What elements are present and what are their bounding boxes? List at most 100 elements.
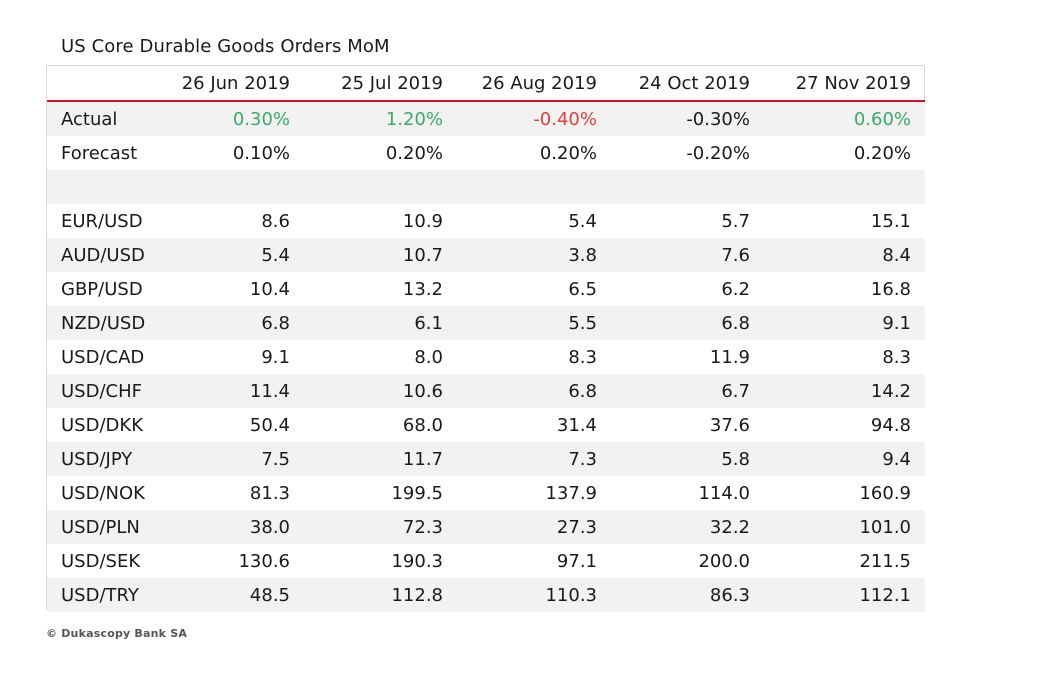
column-header: 26 Aug 2019 xyxy=(457,66,611,102)
row-label: USD/DKK xyxy=(47,408,151,442)
table-row: USD/TRY 48.5 112.8 110.3 86.3 112.1 xyxy=(47,578,925,612)
table-cell: 0.20% xyxy=(457,136,611,170)
table-cell: 11.4 xyxy=(151,374,304,408)
table-cell: 13.2 xyxy=(304,272,457,306)
table-cell: 97.1 xyxy=(457,544,611,578)
table-cell: 5.5 xyxy=(457,306,611,340)
table-cell: -0.30% xyxy=(611,101,764,136)
table-row: USD/CAD 9.1 8.0 8.3 11.9 8.3 xyxy=(47,340,925,374)
table-row: NZD/USD 6.8 6.1 5.5 6.8 9.1 xyxy=(47,306,925,340)
table-cell: 160.9 xyxy=(764,476,925,510)
table-cell: 32.2 xyxy=(611,510,764,544)
data-table-container: 26 Jun 2019 25 Jul 2019 26 Aug 2019 24 O… xyxy=(46,65,925,612)
table-cell: 94.8 xyxy=(764,408,925,442)
table-row: USD/JPY 7.5 11.7 7.3 5.8 9.4 xyxy=(47,442,925,476)
table-cell: 50.4 xyxy=(151,408,304,442)
copyright-footer: © Dukascopy Bank SA xyxy=(46,627,188,640)
table-body: Actual 0.30% 1.20% -0.40% -0.30% 0.60% Forecas… xyxy=(47,101,925,612)
row-label: GBP/USD xyxy=(47,272,151,306)
row-label: Forecast xyxy=(47,136,151,170)
table-cell: 14.2 xyxy=(764,374,925,408)
table-cell: 81.3 xyxy=(151,476,304,510)
column-header: 24 Oct 2019 xyxy=(611,66,764,102)
table-row: GBP/USD 10.4 13.2 6.5 6.2 16.8 xyxy=(47,272,925,306)
row-label: USD/SEK xyxy=(47,544,151,578)
table-cell: 10.7 xyxy=(304,238,457,272)
table-cell: 114.0 xyxy=(611,476,764,510)
table-cell: 38.0 xyxy=(151,510,304,544)
table-cell: 10.9 xyxy=(304,204,457,238)
table-row: USD/SEK 130.6 190.3 97.1 200.0 211.5 xyxy=(47,544,925,578)
table-cell: 101.0 xyxy=(764,510,925,544)
table-cell xyxy=(611,170,764,204)
table-cell: 6.8 xyxy=(457,374,611,408)
header-corner xyxy=(47,66,151,102)
table-row: AUD/USD 5.4 10.7 3.8 7.6 8.4 xyxy=(47,238,925,272)
table-cell: 10.4 xyxy=(151,272,304,306)
table-cell: 0.20% xyxy=(304,136,457,170)
row-label: USD/JPY xyxy=(47,442,151,476)
row-label: EUR/USD xyxy=(47,204,151,238)
table-cell: 6.8 xyxy=(611,306,764,340)
table-cell xyxy=(151,170,304,204)
row-label: AUD/USD xyxy=(47,238,151,272)
row-label: USD/CHF xyxy=(47,374,151,408)
table-cell: 211.5 xyxy=(764,544,925,578)
table-cell: 200.0 xyxy=(611,544,764,578)
table-cell: 86.3 xyxy=(611,578,764,612)
table-cell: 6.1 xyxy=(304,306,457,340)
table-cell: 8.4 xyxy=(764,238,925,272)
table-cell: 1.20% xyxy=(304,101,457,136)
table-cell: 9.1 xyxy=(764,306,925,340)
table-cell: 7.3 xyxy=(457,442,611,476)
table-cell: 5.4 xyxy=(151,238,304,272)
table-cell: 31.4 xyxy=(457,408,611,442)
row-label: USD/NOK xyxy=(47,476,151,510)
table-cell: 9.1 xyxy=(151,340,304,374)
table-row: USD/DKK 50.4 68.0 31.4 37.6 94.8 xyxy=(47,408,925,442)
spacer-row xyxy=(47,170,925,204)
row-label: USD/CAD xyxy=(47,340,151,374)
table-cell: 5.4 xyxy=(457,204,611,238)
table-cell: 16.8 xyxy=(764,272,925,306)
table-cell: 8.3 xyxy=(764,340,925,374)
header-row: 26 Jun 2019 25 Jul 2019 26 Aug 2019 24 O… xyxy=(47,66,925,102)
table-row: Actual 0.30% 1.20% -0.40% -0.30% 0.60% xyxy=(47,101,925,136)
table-cell: 0.10% xyxy=(151,136,304,170)
table-cell: 0.30% xyxy=(151,101,304,136)
table-cell: 6.5 xyxy=(457,272,611,306)
row-label: USD/TRY xyxy=(47,578,151,612)
table-row: EUR/USD 8.6 10.9 5.4 5.7 15.1 xyxy=(47,204,925,238)
table-cell: 10.6 xyxy=(304,374,457,408)
table-cell: 37.6 xyxy=(611,408,764,442)
table-row: USD/PLN 38.0 72.3 27.3 32.2 101.0 xyxy=(47,510,925,544)
table-cell: 27.3 xyxy=(457,510,611,544)
column-header: 26 Jun 2019 xyxy=(151,66,304,102)
table-row: Forecast 0.10% 0.20% 0.20% -0.20% 0.20% xyxy=(47,136,925,170)
table-cell: 15.1 xyxy=(764,204,925,238)
table-cell: 11.7 xyxy=(304,442,457,476)
table-cell: 8.6 xyxy=(151,204,304,238)
table-cell xyxy=(764,170,925,204)
data-table: 26 Jun 2019 25 Jul 2019 26 Aug 2019 24 O… xyxy=(47,66,925,612)
table-cell: 7.6 xyxy=(611,238,764,272)
table-cell: 72.3 xyxy=(304,510,457,544)
table-cell: 0.20% xyxy=(764,136,925,170)
table-cell: 8.3 xyxy=(457,340,611,374)
table-cell: 3.8 xyxy=(457,238,611,272)
table-cell: 137.9 xyxy=(457,476,611,510)
table-cell: -0.40% xyxy=(457,101,611,136)
table-cell: 5.7 xyxy=(611,204,764,238)
table-cell: 6.7 xyxy=(611,374,764,408)
table-cell xyxy=(457,170,611,204)
table-cell: -0.20% xyxy=(611,136,764,170)
table-cell: 199.5 xyxy=(304,476,457,510)
table-row: USD/CHF 11.4 10.6 6.8 6.7 14.2 xyxy=(47,374,925,408)
table-cell: 6.8 xyxy=(151,306,304,340)
row-label: Actual xyxy=(47,101,151,136)
table-cell: 130.6 xyxy=(151,544,304,578)
row-label: USD/PLN xyxy=(47,510,151,544)
table-cell: 190.3 xyxy=(304,544,457,578)
table-cell: 7.5 xyxy=(151,442,304,476)
table-row: USD/NOK 81.3 199.5 137.9 114.0 160.9 xyxy=(47,476,925,510)
